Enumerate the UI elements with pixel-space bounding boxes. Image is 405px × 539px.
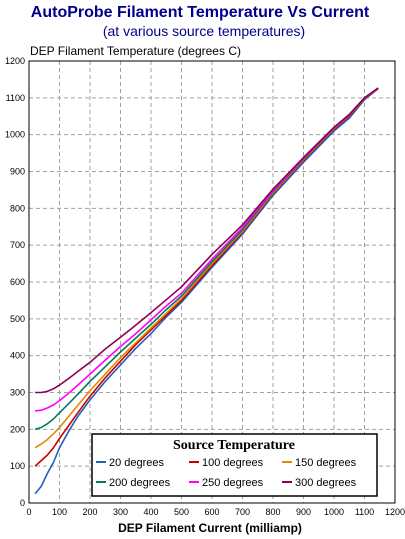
legend-entry: 300 degrees	[295, 477, 357, 489]
legend-entry: 150 degrees	[295, 457, 357, 469]
x-tick-label: 300	[113, 507, 128, 517]
y-tick-label: 0	[20, 498, 25, 508]
legend-items: 20 degrees 100 degrees 150 degrees 200 degr…	[96, 457, 357, 489]
legend-entry: 200 degrees	[109, 477, 171, 489]
y-tick-label: 300	[10, 388, 25, 398]
x-axis-ticks: 0 100 200 300 400 500 600 700 800 900 1000 1100 1200	[26, 507, 405, 517]
series-line-20-degrees	[34, 87, 379, 495]
legend: Source Temperature 20 degrees 100 degrees…	[91, 433, 378, 497]
y-axis-ticks: 0 100 200 300 400 500 600 700 800 900 1000 1100 1200	[5, 56, 25, 508]
x-tick-label: 1200	[385, 507, 405, 517]
x-tick-label: 0	[26, 507, 31, 517]
plot-area-border	[28, 60, 396, 504]
chart-subtitle: (at various source temperatures)	[103, 23, 305, 39]
x-tick-label: 900	[296, 507, 311, 517]
legend-entry: 250 degrees	[202, 477, 264, 489]
grid	[29, 61, 395, 503]
y-tick-label: 500	[10, 314, 25, 324]
y-tick-label: 200	[10, 424, 25, 434]
legend-entry: 20 degrees	[109, 457, 165, 469]
x-tick-label: 200	[82, 507, 97, 517]
legend-title: Source Temperature	[173, 438, 295, 453]
y-axis-label: DEP Filament Temperature (degrees C)	[30, 44, 241, 58]
x-tick-label: 1000	[324, 507, 344, 517]
y-tick-label: 800	[10, 203, 25, 213]
series-lines	[34, 87, 379, 495]
legend-box	[91, 433, 378, 497]
x-tick-label: 100	[52, 507, 67, 517]
y-tick-label: 100	[10, 461, 25, 471]
y-tick-label: 600	[10, 277, 25, 287]
x-tick-label: 600	[204, 507, 219, 517]
x-tick-label: 1100	[355, 507, 374, 517]
x-tick-label: 800	[265, 507, 280, 517]
series-line-100-degrees	[34, 87, 379, 467]
y-tick-label: 900	[10, 167, 25, 177]
y-tick-label: 1000	[5, 130, 25, 140]
y-tick-label: 700	[10, 240, 25, 250]
x-axis-label: DEP Filament Current (milliamp)	[118, 521, 302, 535]
y-tick-label: 400	[10, 351, 25, 361]
y-tick-label: 1100	[6, 93, 25, 103]
series-line-300-degrees	[35, 87, 379, 394]
x-tick-label: 500	[174, 507, 189, 517]
chart-title: AutoProbe Filament Temperature Vs Curren…	[31, 4, 370, 21]
y-tick-label: 1200	[5, 56, 25, 66]
x-tick-label: 400	[143, 507, 158, 517]
legend-entry: 100 degrees	[202, 457, 264, 469]
x-tick-label: 700	[235, 507, 250, 517]
